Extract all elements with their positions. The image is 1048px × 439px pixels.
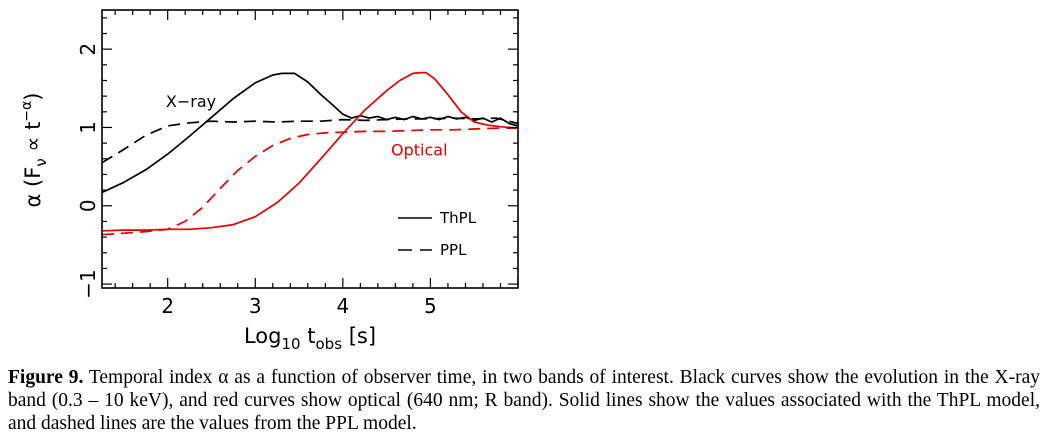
x-axis-title-part: t (301, 324, 316, 348)
y-axis-title-sub: ν (32, 158, 50, 166)
legend-label-ppl: PPL (440, 241, 467, 259)
caption-text: Temporal index α as a function of observ… (8, 367, 1040, 434)
y-tick-label: −1 (76, 269, 100, 298)
x-tick-label: 2 (161, 294, 174, 318)
x-axis-title-part: [s] (342, 324, 376, 348)
annotation-optical: Optical (391, 141, 448, 160)
x-axis-title: Log10 tobs [s] (244, 324, 376, 353)
y-tick-label: 0 (76, 199, 100, 212)
chart: 2 3 4 5 −1 0 1 2 X−ray Optical ThPL PPL Log10 t… (19, 9, 519, 353)
legend: ThPL PPL (398, 209, 477, 259)
series-line-optical-thpl (101, 71, 519, 232)
y-axis-title-part: ∝ t (21, 122, 45, 159)
y-axis-title-part: α (F (21, 167, 45, 208)
y-axis-title-sup: −α (19, 101, 35, 122)
y-tick-label: 1 (76, 121, 100, 134)
series-line-xray-ppl (101, 117, 519, 164)
x-axis-title-part: Log (244, 324, 282, 348)
y-tick-label: 2 (76, 43, 100, 56)
tick-labels: 2 3 4 5 −1 0 1 2 (76, 43, 437, 318)
x-tick-label: 4 (336, 294, 349, 318)
x-tick-label: 5 (424, 294, 437, 318)
legend-label-thpl: ThPL (439, 209, 477, 227)
series-line-xray-thpl (101, 72, 519, 194)
x-axis-title-sub: 10 (281, 335, 300, 353)
x-axis-title-sub: obs (316, 335, 343, 353)
ticks-layer (102, 10, 519, 288)
figure-caption: Figure 9. Temporal index α as a function… (8, 366, 1040, 435)
annotation-xray: X−ray (166, 92, 216, 111)
plot-frame (101, 9, 519, 289)
caption-label: Figure 9. (8, 367, 84, 388)
series-layer (101, 71, 519, 236)
y-axis-title-part: ) (21, 93, 45, 101)
x-tick-label: 3 (249, 294, 262, 318)
y-axis-title: α (Fν ∝ t−α) (19, 93, 50, 208)
series-line-optical-ppl (101, 127, 518, 236)
